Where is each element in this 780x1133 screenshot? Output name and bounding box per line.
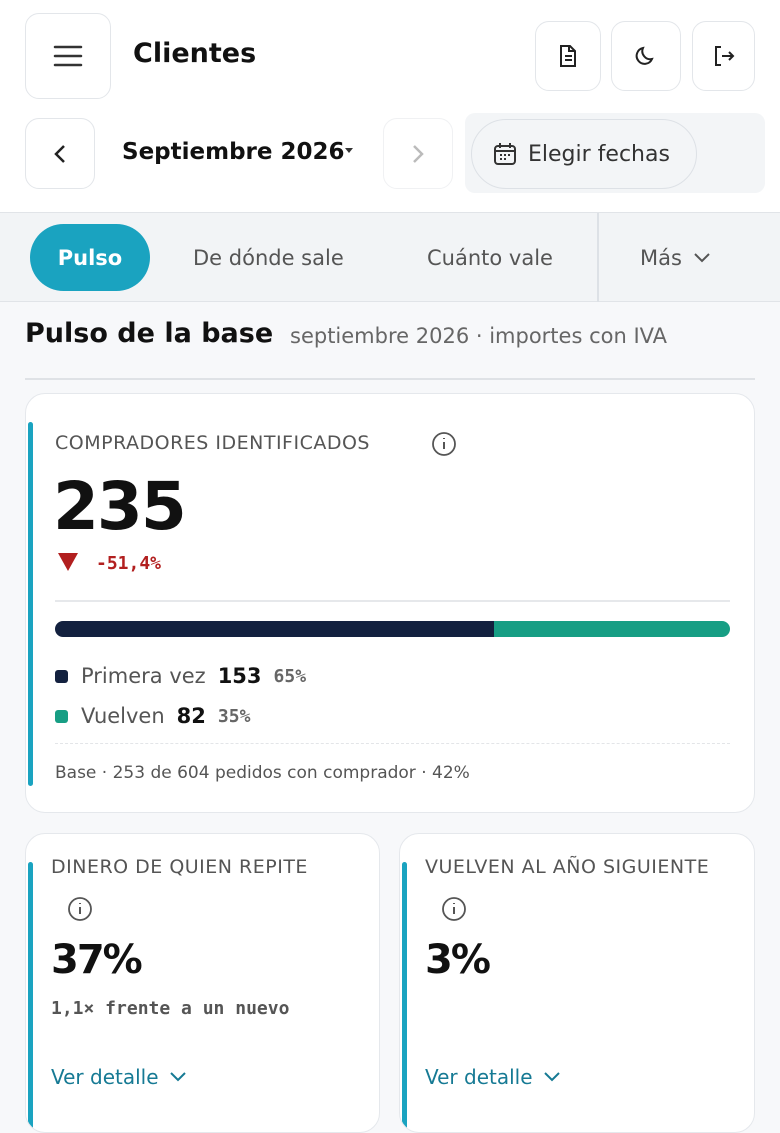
bar-segment <box>494 621 730 637</box>
tab-more[interactable]: Más <box>640 224 712 291</box>
detail-link-label: Ver detalle <box>51 1065 159 1089</box>
period-select[interactable]: Septiembre 2026 <box>122 139 345 165</box>
bar-segment <box>55 621 495 637</box>
chevron-down <box>543 1072 560 1082</box>
section-title: Pulso de la base <box>25 318 274 349</box>
chevron-right <box>413 144 424 163</box>
legend-swatch <box>55 669 68 683</box>
kpi-change: -51,4% <box>96 553 162 574</box>
metric-card: DINERO DE QUIEN REPITE 37% 1,1× frente a… <box>25 833 380 1133</box>
legend-share: 65% <box>273 665 307 687</box>
prev-button[interactable] <box>25 118 95 189</box>
split-bar <box>55 621 730 637</box>
tab[interactable]: Cuánto vale <box>427 245 553 270</box>
section-subtitle: septiembre 2026 · importes con IVA <box>290 324 668 348</box>
report-button[interactable] <box>535 21 601 91</box>
legend-item: Vuelven 82 35% <box>55 696 306 736</box>
tab-divider <box>597 213 599 302</box>
info-icon[interactable] <box>441 896 467 922</box>
card-accent <box>28 862 33 1132</box>
page-title: Clientes <box>133 38 257 69</box>
card-accent <box>402 862 407 1132</box>
chevron-left <box>54 144 65 163</box>
divider <box>25 378 755 380</box>
detail-link-label: Ver detalle <box>425 1065 533 1089</box>
legend-item: Primera vez 153 65% <box>55 656 306 696</box>
logout-icon <box>714 46 734 66</box>
theme-button[interactable] <box>611 21 681 91</box>
legend-share: 35% <box>217 705 251 727</box>
detail-link[interactable]: Ver detalle <box>425 1065 561 1089</box>
card-footer: Base · 253 de 604 pedidos con comprador … <box>55 763 470 783</box>
info-icon[interactable] <box>67 896 93 922</box>
next-button[interactable] <box>383 118 453 189</box>
logout-button[interactable] <box>692 21 755 91</box>
detail-link[interactable]: Ver detalle <box>51 1065 187 1089</box>
moon-icon <box>635 46 654 65</box>
header: Clientes Septiembre 2026 Elegir fechas <box>0 0 780 213</box>
tab-bar: Pulso De dónde sale Cuánto vale Más <box>0 213 780 302</box>
dropdown-caret <box>345 148 353 153</box>
menu-button[interactable] <box>25 13 111 99</box>
tab[interactable]: De dónde sale <box>193 245 344 270</box>
main-card: COMPRADORES IDENTIFICADOS 235 -51,4% Pri… <box>25 393 755 813</box>
down-arrow <box>58 553 78 571</box>
metric-note: 1,1× frente a un nuevo <box>51 998 290 1019</box>
calendar-icon <box>494 143 516 165</box>
metric-card: VUELVEN AL AÑO SIGUIENTE 3% Ver detalle <box>399 833 755 1133</box>
card-label: DINERO DE QUIEN REPITE <box>51 856 308 878</box>
tab-more-label: Más <box>640 245 682 270</box>
divider <box>55 600 730 602</box>
chevron-down <box>694 252 710 262</box>
kpi-value: 235 <box>53 468 187 545</box>
chevron-down <box>169 1072 186 1082</box>
legend-count: 82 <box>176 704 206 728</box>
date-picker[interactable]: Elegir fechas <box>471 119 697 189</box>
divider <box>55 743 730 744</box>
menu-icon <box>53 45 83 67</box>
legend-swatch <box>55 709 68 723</box>
legend-label: Vuelven <box>81 704 165 728</box>
card-accent <box>28 422 33 786</box>
legend: Primera vez 153 65% Vuelven 82 35% <box>55 656 306 736</box>
card-label: VUELVEN AL AÑO SIGUIENTE <box>425 856 710 878</box>
card-label: COMPRADORES IDENTIFICADOS <box>55 432 370 454</box>
doc-icon <box>560 45 576 67</box>
legend-label: Primera vez <box>81 664 206 688</box>
metric-value: 3% <box>425 937 491 983</box>
date-picker-label: Elegir fechas <box>528 141 670 167</box>
tab-active[interactable]: Pulso <box>30 224 150 291</box>
info-icon[interactable] <box>431 431 457 457</box>
metric-value: 37% <box>51 937 143 983</box>
legend-count: 153 <box>217 664 262 688</box>
